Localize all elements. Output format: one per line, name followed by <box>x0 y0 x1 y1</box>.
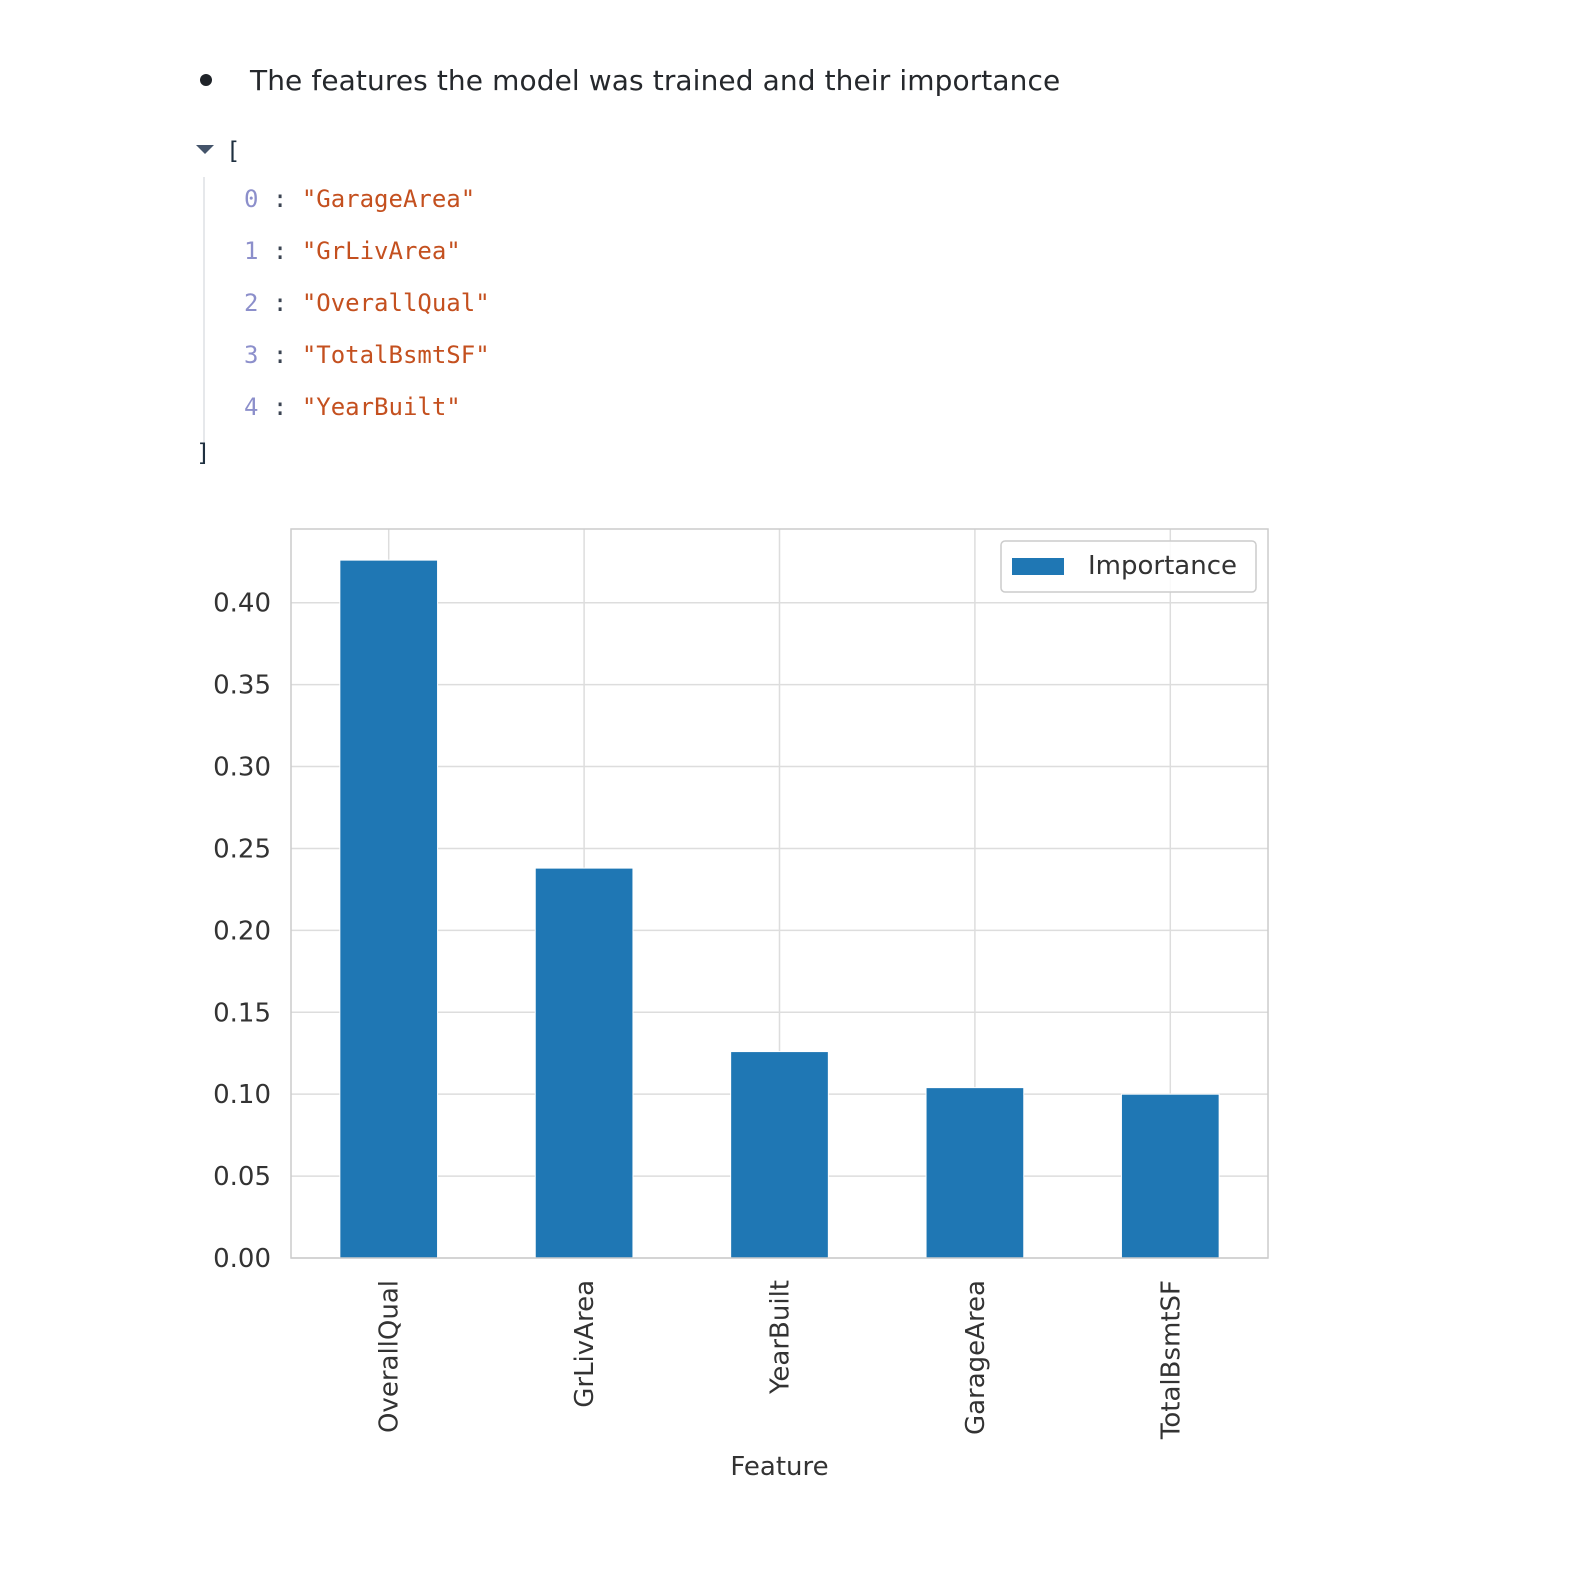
y-tick-label: 0.05 <box>213 1162 271 1192</box>
json-item-colon: : <box>258 237 302 265</box>
json-item-value: "GarageArea" <box>301 185 476 213</box>
json-item: 4 : "YearBuilt" <box>244 393 461 421</box>
bar-GarageArea <box>925 1087 1025 1259</box>
json-indent-guide <box>203 177 205 447</box>
plot-frame <box>290 528 1269 1259</box>
json-item-colon: : <box>258 393 302 421</box>
json-item-value: "TotalBsmtSF" <box>301 341 490 369</box>
json-item-index: 3 <box>244 341 259 369</box>
json-close-bracket: ] <box>196 439 211 467</box>
legend-swatch <box>1012 558 1064 575</box>
bullet-text: The features the model was trained and t… <box>250 63 1061 97</box>
json-item: 0 : "GarageArea" <box>244 185 475 213</box>
json-item: 2 : "OverallQual" <box>244 289 490 317</box>
json-item: 3 : "TotalBsmtSF" <box>244 341 490 369</box>
y-tick-label: 0.10 <box>213 1080 271 1110</box>
y-tick-label: 0.40 <box>213 589 271 619</box>
y-tick-label: 0.00 <box>213 1244 271 1274</box>
json-open-bracket: [ <box>226 137 241 165</box>
bar-TotalBsmtSF <box>1120 1093 1220 1259</box>
collapse-triangle-icon[interactable] <box>196 145 214 154</box>
legend-label: Importance <box>1088 551 1237 581</box>
bar-GrLivArea <box>534 867 634 1259</box>
bullet-row: The features the model was trained and t… <box>196 58 1060 102</box>
x-tick-label: YearBuilt <box>766 1280 796 1395</box>
x-tick-label: GrLivArea <box>570 1280 600 1408</box>
x-tick-label: GarageArea <box>961 1280 991 1435</box>
bar-OverallQual <box>339 559 439 1259</box>
x-tick-label: TotalBsmtSF <box>1156 1280 1186 1440</box>
x-tick-labels: OverallQual GrLivArea YearBuilt GarageArea T… <box>375 1280 1187 1440</box>
y-tick-label: 0.35 <box>213 671 271 701</box>
json-item-colon: : <box>258 341 302 369</box>
json-item-index: 0 <box>244 185 259 213</box>
chart-legend: Importance <box>1000 540 1257 593</box>
legend-box <box>1000 540 1257 593</box>
bullet-dot-icon <box>200 74 212 86</box>
x-tick-label: OverallQual <box>375 1280 405 1433</box>
json-item-index: 1 <box>244 237 259 265</box>
bar-YearBuilt <box>730 1051 829 1259</box>
json-item-colon: : <box>258 289 302 317</box>
json-item-index: 4 <box>244 393 259 421</box>
y-tick-label: 0.30 <box>213 753 271 783</box>
y-tick-label: 0.25 <box>213 834 271 864</box>
json-item-value: "GrLivArea" <box>301 237 461 265</box>
json-item-colon: : <box>258 185 302 213</box>
json-item-value: "OverallQual" <box>301 289 490 317</box>
json-item: 1 : "GrLivArea" <box>244 237 461 265</box>
y-tick-label: 0.20 <box>213 916 271 946</box>
chart-bars <box>339 559 1220 1259</box>
y-tick-label: 0.15 <box>213 998 271 1028</box>
json-item-index: 2 <box>244 289 259 317</box>
x-axis-label: Feature <box>730 1452 828 1482</box>
y-tick-labels: 0.00 0.05 0.10 0.15 0.20 0.25 0.30 0.35 0.40 <box>213 589 271 1274</box>
json-item-value: "YearBuilt" <box>301 393 461 421</box>
